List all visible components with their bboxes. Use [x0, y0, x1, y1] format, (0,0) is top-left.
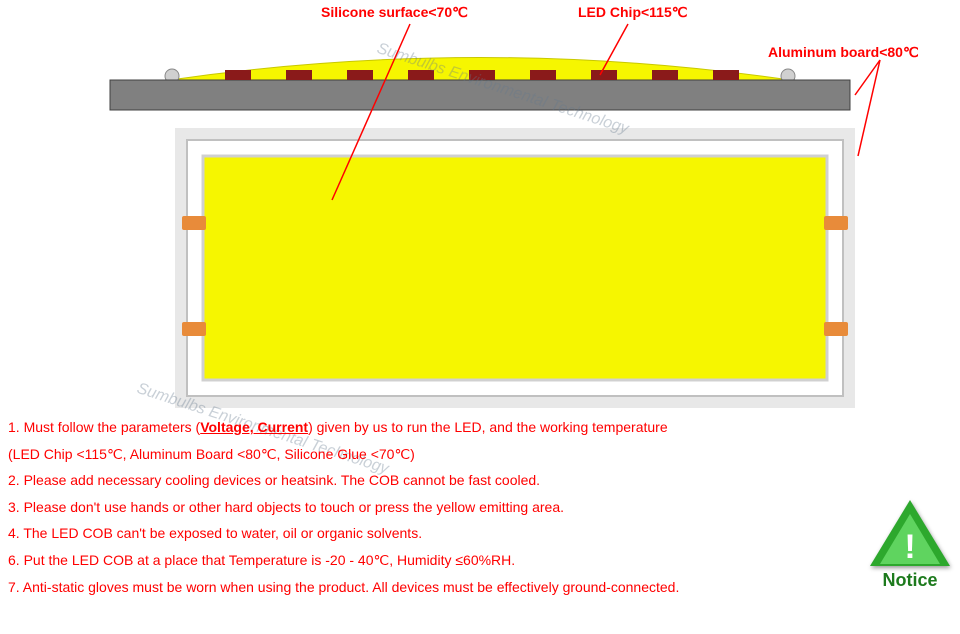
label-silicone: Silicone surface<70℃ — [321, 4, 468, 21]
led-chip — [225, 70, 251, 80]
notice-line: 3. Please don't use hands or other hard … — [8, 494, 838, 521]
solder-pad — [182, 322, 206, 336]
notice-line: 4. The LED COB can't be exposed to water… — [8, 520, 838, 547]
notice-label: Notice — [866, 570, 954, 591]
led-chip — [408, 70, 434, 80]
led-chip — [286, 70, 312, 80]
led-chip — [530, 70, 556, 80]
exclamation-icon: ! — [904, 530, 915, 564]
led-chip — [652, 70, 678, 80]
notice-line: (LED Chip <115℃, Aluminum Board <80℃, Si… — [8, 441, 838, 468]
aluminum-board-side — [110, 80, 850, 110]
led-chip — [469, 70, 495, 80]
led-chip — [347, 70, 373, 80]
solder-pad — [824, 216, 848, 230]
solder-pad — [182, 216, 206, 230]
solder-pad — [824, 322, 848, 336]
notice-line: 7. Anti-static gloves must be worn when … — [8, 574, 838, 601]
led-chip — [713, 70, 739, 80]
notice-line: 6. Put the LED COB at a place that Tempe… — [8, 547, 838, 574]
notice-line: 2. Please add necessary cooling devices … — [8, 467, 838, 494]
notice-list: 1. Must follow the parameters (Voltage, … — [8, 414, 838, 600]
emitting-area — [203, 156, 827, 380]
notice-icon: ! Notice — [866, 500, 954, 591]
label-ledchip: LED Chip<115℃ — [578, 4, 687, 21]
label-aluminum: Aluminum board<80℃ — [768, 44, 919, 61]
led-chip — [591, 70, 617, 80]
notice-line: 1. Must follow the parameters (Voltage, … — [8, 414, 838, 441]
